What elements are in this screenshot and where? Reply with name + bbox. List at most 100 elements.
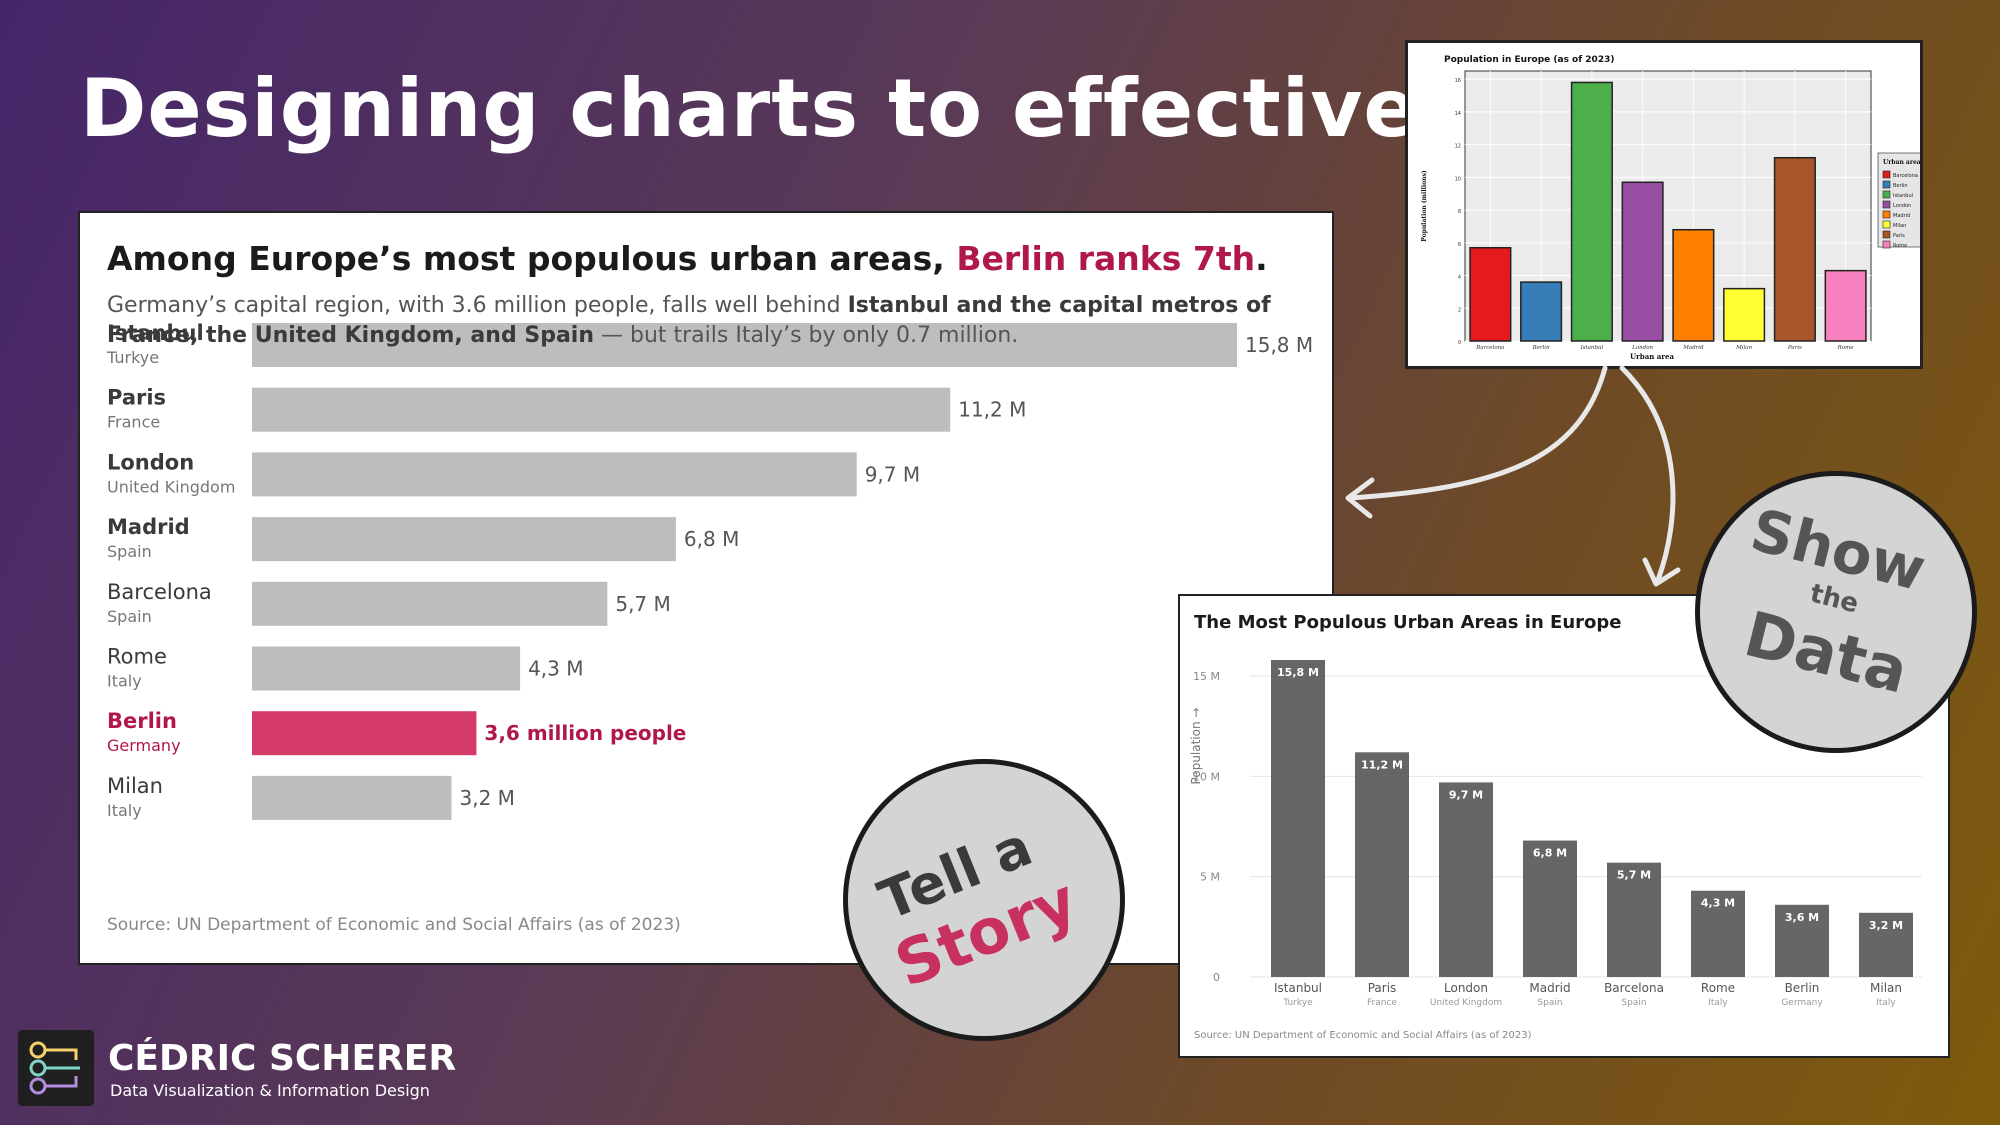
show-ytick-label: 0 <box>1213 971 1220 984</box>
default-bar-chart: Population in Europe (as of 2023) 0 2 4 6 8 10… <box>1408 43 1935 366</box>
story-bar-milan <box>252 775 452 820</box>
story-city-label: Paris <box>107 386 166 410</box>
show-country-label: Italy <box>1876 998 1896 1008</box>
show-bar-istanbul <box>1271 660 1325 977</box>
bad-ytick-label: 0 <box>1458 340 1461 346</box>
bad-xtick-label: Istanbul <box>1579 345 1603 351</box>
story-country-label: Turkye <box>106 348 159 367</box>
circuit-icon <box>29 1041 80 1095</box>
logo-tagline: Data Visualization & Information Design <box>110 1081 430 1100</box>
show-country-label: Italy <box>1708 998 1728 1008</box>
story-bar-london <box>252 452 857 497</box>
story-bar-chart: Istanbul Turkye 15,8 M Paris France 11,2 M Lon… <box>106 321 1313 820</box>
show-value-label: 9,7 M <box>1449 788 1483 801</box>
show-city-label: Rome <box>1701 981 1735 995</box>
bad-xtick-label: Madrid <box>1682 345 1704 351</box>
bad-ytick-label: 10 <box>1455 176 1461 182</box>
bad-legend-swatch <box>1882 180 1891 189</box>
bad-bar-berlin <box>1520 281 1563 342</box>
show-country-label: Turkye <box>1282 998 1313 1008</box>
story-value-label: 3,6 million people <box>484 721 686 745</box>
story-bar-barcelona <box>252 581 608 626</box>
tell-a-story-badge: Tell a Story <box>848 764 1120 1036</box>
show-bar-milan <box>1859 912 1913 977</box>
bad-xtick-label: Barcelona <box>1475 345 1504 351</box>
bad-bar-istanbul <box>1570 81 1613 342</box>
bad-xtick-label: London <box>1631 345 1653 351</box>
story-chart-panel: Istanbul Turkye 15,8 M Paris France 11,2 M Lon… <box>80 213 1332 963</box>
story-city-label: Istanbul <box>107 321 204 345</box>
show-ytick-label: 15 M <box>1193 670 1220 683</box>
arrow-to-show <box>1619 365 1676 583</box>
bad-yaxis-label: Population (millions) <box>1421 170 1428 242</box>
logo-name: CÉDRIC SCHERER <box>108 1038 457 1079</box>
show-city-label: Barcelona <box>1604 981 1664 995</box>
arrowhead-story <box>1345 477 1375 519</box>
bad-legend-swatch <box>1882 210 1891 219</box>
story-bar-istanbul <box>252 323 1237 367</box>
story-city-label: Barcelona <box>107 580 212 604</box>
show-bar-madrid <box>1523 840 1577 977</box>
bad-bar-barcelona <box>1469 246 1512 342</box>
show-the-data-badge: Show the Data <box>1700 476 1972 748</box>
show-value-label: 11,2 M <box>1361 758 1403 771</box>
bad-xtick-label: Rome <box>1837 345 1855 351</box>
show-bar-berlin <box>1775 904 1829 977</box>
story-country-label: Spain <box>107 607 152 626</box>
story-country-label: United Kingdom <box>107 477 235 496</box>
show-chart-source: Source: UN Department of Economic and So… <box>1194 1030 1532 1041</box>
bad-legend-swatch <box>1882 230 1891 239</box>
show-bar-rome <box>1691 890 1745 977</box>
bad-bar-rome <box>1824 269 1867 342</box>
show-city-label: Madrid <box>1529 981 1570 995</box>
show-country-label: Spain <box>1621 998 1646 1008</box>
story-bar-madrid <box>252 517 676 562</box>
show-city-label: Berlin <box>1785 981 1820 995</box>
bad-legend-label: London <box>1893 203 1911 209</box>
story-city-label: London <box>107 450 194 474</box>
bad-bar-paris <box>1773 156 1816 342</box>
bad-xtick-label: Berlin <box>1532 345 1550 351</box>
show-ytick-label: 10 M <box>1193 770 1220 783</box>
show-value-label: 3,6 M <box>1785 911 1819 924</box>
bad-legend-swatch <box>1882 170 1891 179</box>
story-city-label: Rome <box>107 645 167 669</box>
bad-bar-milan <box>1723 287 1766 342</box>
show-country-label: France <box>1367 998 1397 1008</box>
story-title-highlight: Berlin ranks 7th <box>956 239 1256 278</box>
bad-ytick-label: 14 <box>1455 111 1461 117</box>
bad-legend-swatch <box>1882 220 1891 229</box>
show-bar-paris <box>1355 752 1409 977</box>
bad-legend-label: Milan <box>1893 223 1906 229</box>
show-city-label: Paris <box>1368 981 1397 995</box>
bad-legend-label: Berlin <box>1893 183 1908 189</box>
arrowhead-show <box>1642 557 1681 587</box>
bad-legend-title: Urban area: <box>1883 159 1920 166</box>
bad-legend-swatch <box>1882 240 1891 249</box>
story-value-label: 5,7 M <box>615 592 670 616</box>
show-bar-london <box>1439 782 1493 977</box>
show-value-label: 3,2 M <box>1869 919 1903 932</box>
arrow-to-story <box>1347 365 1608 501</box>
show-ytick-label: 5 M <box>1200 871 1220 884</box>
bad-chart-title: Population in Europe (as of 2023) <box>1444 55 1614 65</box>
bad-legend-label: Barcelona <box>1893 173 1918 179</box>
story-bar-berlin <box>252 711 477 756</box>
bad-xtick-label: Milan <box>1735 345 1752 351</box>
story-country-label: Germany <box>107 736 181 755</box>
story-bar-paris <box>252 387 951 432</box>
bad-legend-label: Madrid <box>1893 213 1910 219</box>
bad-ytick-label: 6 <box>1458 242 1461 248</box>
story-city-label: Berlin <box>107 709 177 733</box>
story-chart-source: Source: UN Department of Economic and So… <box>107 915 681 935</box>
show-city-label: Milan <box>1870 981 1902 995</box>
show-city-label: Istanbul <box>1274 981 1322 995</box>
bad-ytick-label: 16 <box>1455 78 1461 84</box>
bad-legend-label: Rome <box>1893 243 1907 249</box>
story-country-label: Italy <box>107 801 142 820</box>
bad-ytick-label: 4 <box>1458 275 1461 281</box>
show-country-label: United Kingdom <box>1430 998 1502 1008</box>
show-value-label: 5,7 M <box>1617 869 1651 882</box>
bad-xtick-label: Paris <box>1787 345 1802 351</box>
bad-ytick-label: 2 <box>1458 307 1461 313</box>
